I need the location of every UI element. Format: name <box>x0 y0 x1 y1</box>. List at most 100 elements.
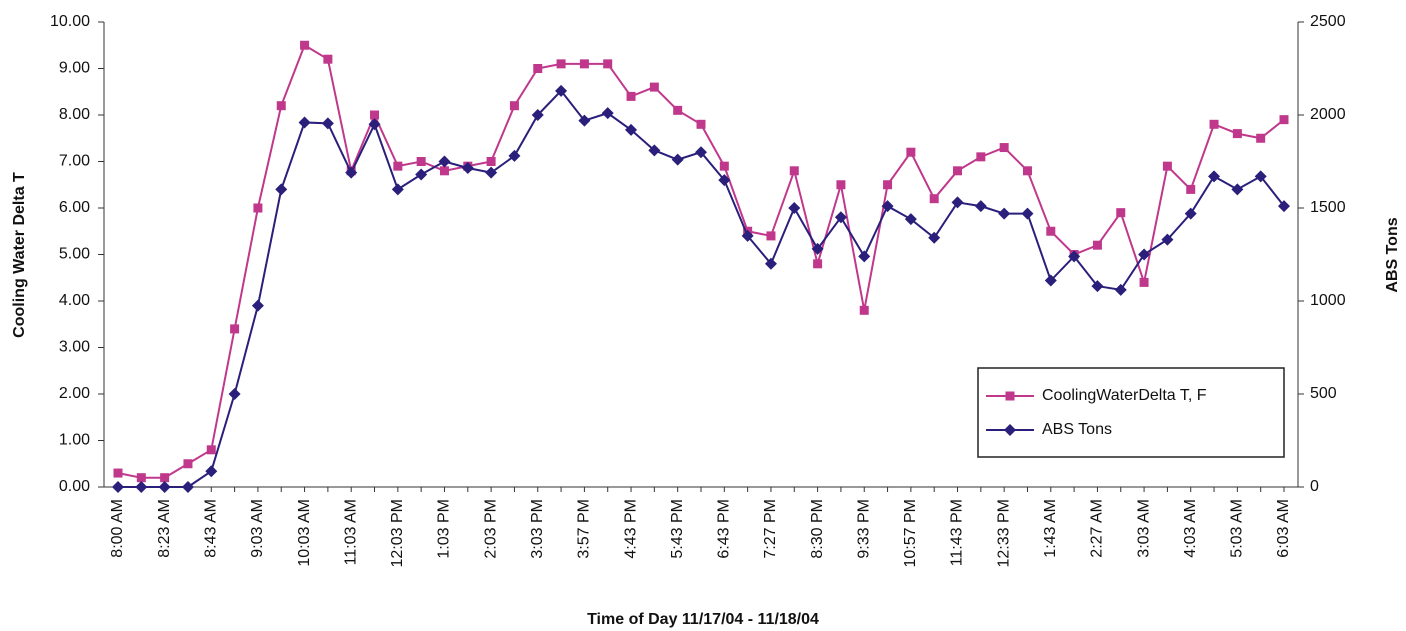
marker <box>509 101 519 111</box>
marker <box>1162 161 1172 171</box>
x-tick-label: 8:43 AM <box>202 499 219 558</box>
marker <box>1022 166 1032 176</box>
x-tick-label: 12:33 PM <box>995 499 1012 567</box>
y2-tick-label: 500 <box>1310 385 1337 402</box>
marker <box>323 54 333 64</box>
marker <box>904 213 917 226</box>
marker <box>858 250 871 263</box>
marker <box>136 473 146 483</box>
marker <box>1004 424 1016 436</box>
marker <box>998 207 1011 220</box>
marker <box>416 157 426 166</box>
x-tick-label: 3:03 PM <box>529 499 546 559</box>
marker <box>1092 240 1102 250</box>
marker <box>1184 207 1197 220</box>
y-tick-label: 2.00 <box>59 385 90 402</box>
marker <box>836 180 846 190</box>
marker <box>485 166 498 179</box>
x-tick-label: 1:43 AM <box>1042 499 1059 558</box>
marker <box>370 110 380 120</box>
x-tick-label: 8:30 PM <box>809 499 826 559</box>
marker <box>439 166 449 176</box>
legend-box <box>977 367 1285 458</box>
marker <box>276 101 286 111</box>
marker <box>1278 200 1290 213</box>
marker <box>1091 280 1104 293</box>
marker <box>321 117 334 130</box>
marker <box>112 481 124 493</box>
marker <box>555 84 568 97</box>
x-tick-label: 2:27 AM <box>1089 499 1106 558</box>
marker <box>649 82 659 92</box>
marker <box>368 118 381 131</box>
marker <box>671 153 684 166</box>
y-axis-title: Cooling Water Delta T <box>11 172 28 338</box>
marker <box>1279 115 1289 125</box>
marker <box>438 155 451 168</box>
x-tick-label: 10:57 PM <box>902 499 919 567</box>
marker <box>1044 274 1057 287</box>
x-tick-label: 10:03 AM <box>296 499 313 567</box>
marker <box>1232 129 1242 139</box>
marker <box>626 91 636 101</box>
marker <box>391 183 404 196</box>
marker <box>345 166 358 179</box>
y-tick-label: 3.00 <box>59 339 90 356</box>
marker <box>183 459 193 469</box>
marker <box>415 168 428 181</box>
marker <box>205 465 218 478</box>
marker <box>206 445 216 455</box>
marker <box>906 147 916 157</box>
marker <box>764 257 777 270</box>
marker <box>1208 170 1221 183</box>
marker <box>1231 183 1244 196</box>
marker <box>531 109 544 121</box>
marker <box>953 166 963 176</box>
marker <box>275 183 288 196</box>
marker <box>113 468 123 478</box>
x-tick-label: 4:03 AM <box>1182 499 1199 558</box>
x-tick-label: 11:43 PM <box>949 499 966 566</box>
marker <box>951 196 964 209</box>
y2-axis-title: ABS Tons <box>1384 217 1401 292</box>
marker <box>928 231 941 244</box>
x-axis-title: Time of Day 11/17/04 - 11/18/04 <box>587 611 819 628</box>
marker <box>1046 226 1056 236</box>
marker <box>300 40 310 50</box>
marker <box>230 324 240 334</box>
y-tick-label: 10.00 <box>50 13 90 30</box>
marker <box>648 144 661 157</box>
y-tick-label: 4.00 <box>59 292 90 309</box>
marker <box>625 123 638 136</box>
marker <box>1256 133 1266 143</box>
x-tick-label: 6:03 AM <box>1275 499 1292 558</box>
marker <box>719 161 729 171</box>
marker <box>298 116 311 129</box>
x-tick-label: 5:03 AM <box>1229 499 1246 558</box>
marker <box>1139 277 1149 287</box>
x-tick-label: 5:43 PM <box>669 499 686 559</box>
marker <box>603 59 613 69</box>
marker <box>789 166 799 176</box>
marker <box>811 242 824 255</box>
x-tick-label: 1:03 PM <box>436 499 453 559</box>
x-tick-label: 12:03 PM <box>389 499 406 567</box>
y2-tick-label: 0 <box>1310 478 1319 495</box>
x-tick-label: 3:57 PM <box>576 499 593 559</box>
y-tick-label: 1.00 <box>59 432 90 449</box>
marker <box>883 180 893 190</box>
marker <box>1021 207 1034 220</box>
marker <box>393 161 403 171</box>
x-tick-label: 4:43 PM <box>622 499 639 559</box>
x-tick-label: 8:23 AM <box>156 499 173 558</box>
y-tick-label: 6.00 <box>59 199 90 216</box>
marker <box>1068 250 1081 263</box>
marker <box>253 203 263 213</box>
x-tick-label: 11:03 AM <box>342 499 359 565</box>
marker <box>741 229 754 242</box>
x-tick-label: 2:03 PM <box>482 499 499 559</box>
x-tick-label: 7:27 PM <box>762 499 779 559</box>
y-tick-label: 8.00 <box>59 106 90 123</box>
marker <box>695 146 707 159</box>
